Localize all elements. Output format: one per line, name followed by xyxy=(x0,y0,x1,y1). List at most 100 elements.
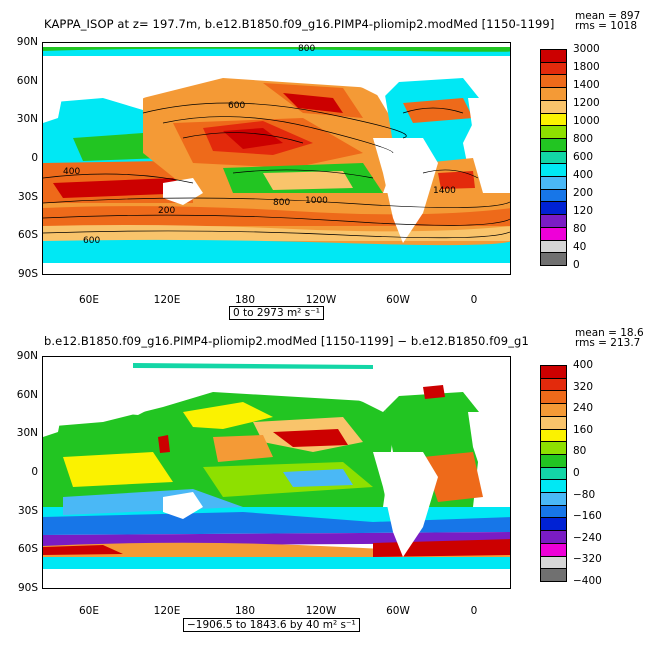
colorbar-label: 0 xyxy=(573,259,580,271)
lon-label: 60W xyxy=(386,294,410,306)
colorbar-swatch xyxy=(540,479,567,494)
lon-label: 180 xyxy=(234,605,256,617)
colorbar-swatch xyxy=(540,428,567,443)
contour-label: 800 xyxy=(273,198,291,208)
colorbar-swatch xyxy=(540,441,567,455)
lat-label: 60S xyxy=(17,229,38,241)
colorbar-swatch xyxy=(540,252,567,266)
colorbar-label: 400 xyxy=(573,169,594,181)
panel2-map xyxy=(42,356,511,589)
colorbar-label: 160 xyxy=(573,423,594,436)
contour-label: 800 xyxy=(298,44,316,54)
panel1-range-box: 0 to 2973 m² s⁻¹ xyxy=(229,306,324,320)
colorbar-label: 1400 xyxy=(573,79,600,91)
lat-label: 90S xyxy=(17,582,38,594)
colorbar-label: 0 xyxy=(573,467,580,479)
lat-label: 60S xyxy=(17,543,38,555)
colorbar-label: −80 xyxy=(573,488,596,501)
panel1-mean: mean = 897 xyxy=(575,10,641,22)
panel2-title: b.e12.B1850.f09_g16.PIMP4-pliomip2.modMe… xyxy=(44,334,529,348)
colorbar-label: 1800 xyxy=(573,61,600,73)
colorbar-swatch xyxy=(540,403,567,417)
colorbar-label: 1000 xyxy=(573,115,600,127)
lon-label: 120W xyxy=(305,294,337,306)
colorbar-swatch xyxy=(540,125,567,139)
lon-label: 60E xyxy=(79,605,99,617)
lon-label: 120W xyxy=(305,605,337,617)
colorbar-label: −160 xyxy=(573,510,602,523)
colorbar-label: −400 xyxy=(573,575,602,587)
contour-label: 200 xyxy=(158,206,176,216)
lon-label: 180 xyxy=(234,294,256,306)
lat-label: 30N xyxy=(16,427,38,439)
lat-label: 30S xyxy=(17,191,38,203)
colorbar-label: 200 xyxy=(573,187,594,199)
lon-label: 60W xyxy=(386,605,410,617)
colorbar-label: −320 xyxy=(573,553,602,566)
lon-label: 60E xyxy=(79,294,99,306)
colorbar-swatch xyxy=(540,517,567,532)
colorbar-swatch xyxy=(540,137,567,152)
lat-label: 0 xyxy=(31,152,38,164)
colorbar-swatch xyxy=(540,87,567,101)
lon-label: 120E xyxy=(153,294,181,306)
lat-label: 0 xyxy=(31,466,38,478)
lat-label: 90N xyxy=(16,350,38,362)
colorbar-swatch xyxy=(540,226,567,241)
colorbar-swatch xyxy=(540,49,567,63)
contour-label: 600 xyxy=(228,101,246,111)
colorbar-swatch xyxy=(540,555,567,570)
colorbar-label: 3000 xyxy=(573,43,600,55)
lat-label: 90N xyxy=(16,36,38,48)
lat-label: 60N xyxy=(16,389,38,401)
colorbar-swatch xyxy=(540,466,567,481)
contour-label: 400 xyxy=(63,167,81,177)
colorbar-label: 80 xyxy=(573,223,587,235)
colorbar-swatch xyxy=(540,112,567,127)
panel2-mean: mean = 18.6 xyxy=(575,327,644,339)
colorbar-swatch xyxy=(540,568,567,582)
colorbar-swatch xyxy=(540,542,567,557)
colorbar-swatch xyxy=(540,390,567,405)
colorbar-swatch xyxy=(540,492,567,506)
panel2-colorbar xyxy=(540,365,567,582)
panel2-rms: rms = 213.7 xyxy=(575,337,641,349)
colorbar-swatch xyxy=(540,530,567,544)
colorbar-swatch xyxy=(540,415,567,430)
panel2-range-box: −1906.5 to 1843.6 by 40 m² s⁻¹ xyxy=(183,618,360,632)
colorbar-swatch xyxy=(540,61,567,76)
colorbar-label: 800 xyxy=(573,133,594,145)
colorbar-swatch xyxy=(540,239,567,254)
colorbar-swatch xyxy=(540,99,567,114)
colorbar-swatch xyxy=(540,365,567,379)
colorbar-swatch xyxy=(540,214,567,228)
lon-label: 0 xyxy=(470,294,478,306)
lon-label: 120E xyxy=(153,605,181,617)
panel1-map-field xyxy=(43,43,510,274)
colorbar-label: 80 xyxy=(573,445,587,458)
colorbar-swatch xyxy=(540,377,567,392)
colorbar-label: −240 xyxy=(573,531,602,544)
panel1-title: KAPPA_ISOP at z= 197.7m, b.e12.B1850.f09… xyxy=(44,17,555,31)
panel1-colorbar xyxy=(540,49,567,266)
lat-label: 90S xyxy=(17,268,38,280)
colorbar-label: 320 xyxy=(573,380,594,393)
contour-label: 1000 xyxy=(305,196,328,206)
colorbar-label: 600 xyxy=(573,151,594,163)
lat-label: 60N xyxy=(16,75,38,87)
lat-label: 30N xyxy=(16,113,38,125)
panel1-rms: rms = 1018 xyxy=(575,20,638,32)
colorbar-label: 400 xyxy=(573,359,594,371)
panel2-map-field xyxy=(43,357,510,588)
contour-label: 1400 xyxy=(433,186,456,196)
panel1-map: 800 600 400 1000 1400 200 800 600 xyxy=(42,42,511,275)
lat-label: 30S xyxy=(17,505,38,517)
colorbar-label: 40 xyxy=(573,241,587,253)
colorbar-swatch xyxy=(540,163,567,178)
colorbar-swatch xyxy=(540,176,567,190)
colorbar-swatch xyxy=(540,150,567,165)
colorbar-swatch xyxy=(540,74,567,89)
colorbar-label: 1200 xyxy=(573,97,600,109)
lon-label: 0 xyxy=(470,605,478,617)
colorbar-label: 240 xyxy=(573,402,594,415)
